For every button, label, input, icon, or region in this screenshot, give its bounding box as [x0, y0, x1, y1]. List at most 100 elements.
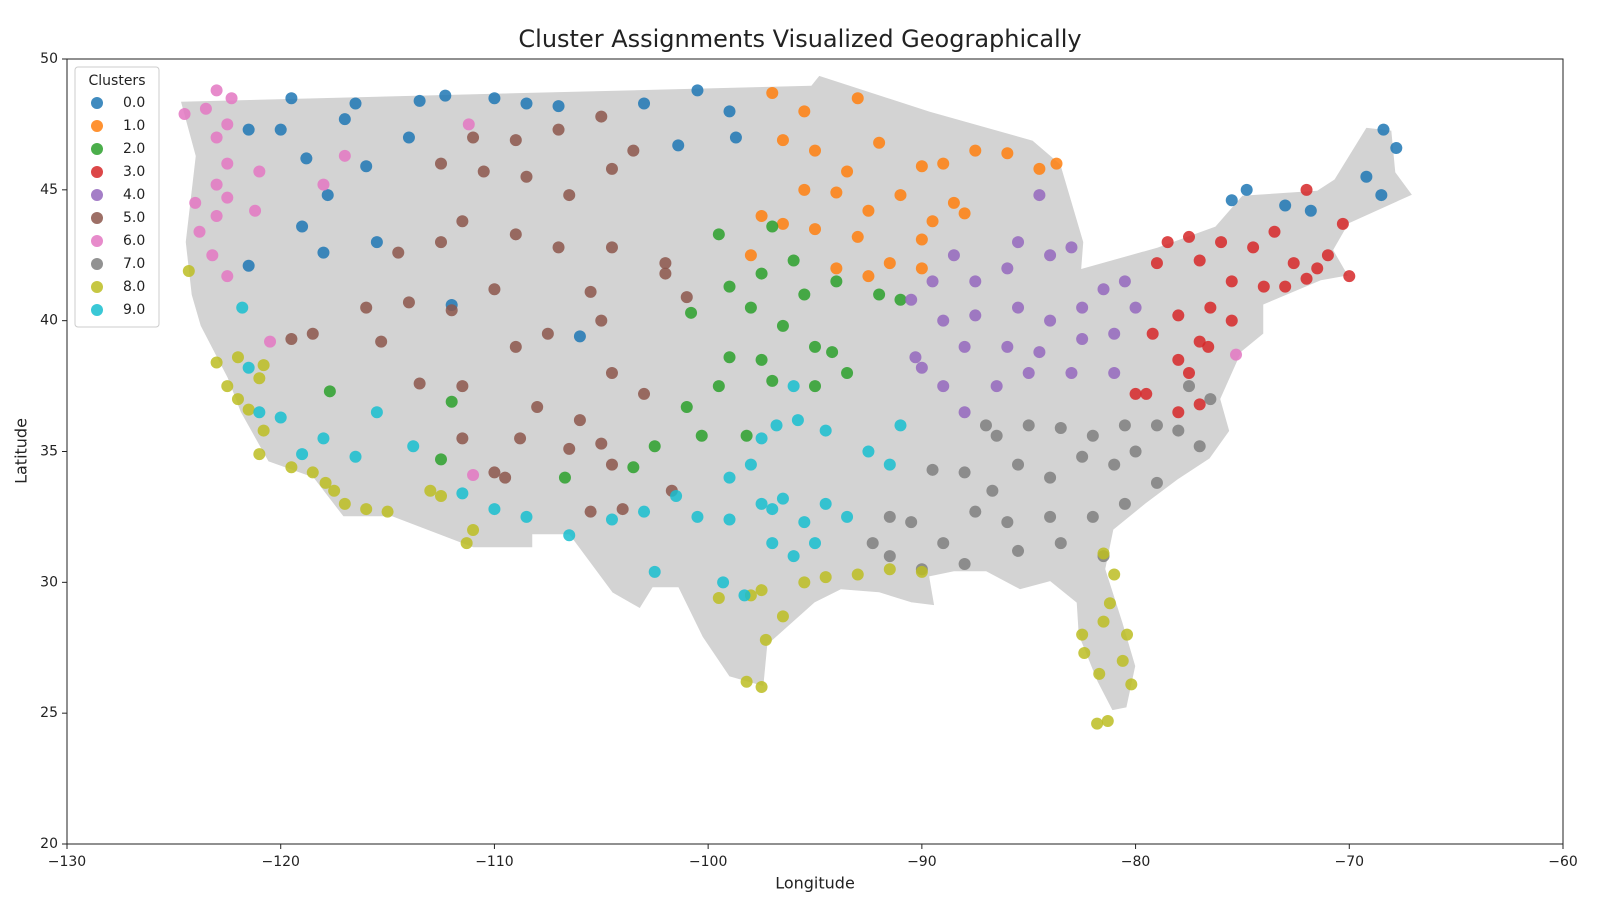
point — [1097, 615, 1110, 628]
point — [766, 537, 779, 550]
point — [819, 424, 832, 437]
point — [738, 589, 751, 602]
point — [937, 157, 950, 170]
point — [862, 204, 875, 217]
point — [231, 351, 244, 364]
point — [776, 134, 789, 147]
point — [231, 393, 244, 406]
point — [969, 144, 982, 157]
point — [766, 374, 779, 387]
point — [552, 100, 565, 113]
point — [1076, 301, 1089, 314]
point — [1268, 225, 1281, 238]
point — [317, 246, 330, 259]
point — [285, 332, 298, 345]
point — [680, 401, 693, 414]
point — [1279, 199, 1292, 212]
point — [873, 136, 886, 149]
point — [1150, 257, 1163, 270]
point — [862, 445, 875, 458]
y-tick-label: 20 — [40, 836, 58, 852]
point — [672, 139, 685, 152]
point — [766, 503, 779, 516]
point — [317, 432, 330, 445]
point — [1202, 340, 1215, 353]
point — [1108, 568, 1121, 581]
chart-title: Cluster Assignments Visualized Geographi… — [518, 25, 1081, 53]
point — [605, 513, 618, 526]
point — [249, 204, 262, 217]
point — [402, 131, 415, 144]
point — [648, 565, 661, 578]
point — [1033, 346, 1046, 359]
point — [830, 186, 843, 199]
point — [1304, 204, 1317, 217]
point — [605, 241, 618, 254]
legend-label: 8.0 — [123, 279, 145, 295]
point — [381, 505, 394, 518]
point — [947, 196, 960, 209]
legend-marker — [91, 189, 103, 201]
point — [809, 380, 821, 393]
point — [1343, 270, 1356, 283]
point — [306, 327, 319, 340]
point — [531, 401, 544, 414]
point — [221, 157, 234, 170]
point — [1118, 275, 1131, 288]
legend-title: Clusters — [89, 73, 146, 89]
point — [638, 505, 651, 518]
point — [338, 149, 351, 162]
point — [1033, 162, 1046, 175]
point — [1183, 367, 1195, 379]
point — [755, 432, 768, 445]
point — [1116, 654, 1129, 667]
point — [1172, 309, 1185, 322]
point — [573, 330, 586, 343]
point — [915, 361, 928, 374]
x-tick-label: −80 — [1121, 854, 1151, 870]
point — [1093, 667, 1106, 680]
point — [1118, 419, 1131, 432]
point — [1012, 544, 1025, 557]
point — [300, 152, 313, 165]
point — [1108, 458, 1121, 471]
point — [1150, 419, 1163, 432]
point — [766, 220, 779, 233]
point — [894, 419, 907, 432]
point — [851, 230, 864, 243]
point — [1247, 241, 1260, 254]
point — [439, 89, 452, 102]
point — [755, 353, 768, 366]
point — [1146, 327, 1159, 340]
point — [1108, 367, 1121, 379]
point — [1001, 262, 1014, 275]
point — [210, 131, 223, 144]
point — [926, 215, 939, 228]
legend-marker — [91, 235, 103, 247]
point — [456, 432, 469, 445]
point — [253, 448, 266, 461]
point — [242, 259, 255, 272]
x-tick-label: −90 — [907, 854, 937, 870]
point — [605, 162, 618, 175]
x-tick-label: −110 — [475, 854, 513, 870]
point — [605, 458, 618, 471]
point — [1360, 170, 1373, 183]
point — [787, 254, 800, 267]
point — [776, 610, 789, 623]
point — [563, 189, 576, 202]
x-tick-label: −100 — [689, 854, 727, 870]
point — [915, 262, 928, 275]
point — [755, 267, 768, 280]
point — [445, 395, 458, 408]
point — [1215, 236, 1228, 249]
legend-label: 9.0 — [123, 302, 145, 318]
point — [986, 484, 999, 497]
legend-marker — [91, 212, 103, 224]
point — [509, 134, 522, 147]
point — [467, 524, 480, 536]
point — [520, 170, 533, 183]
point — [755, 584, 768, 597]
